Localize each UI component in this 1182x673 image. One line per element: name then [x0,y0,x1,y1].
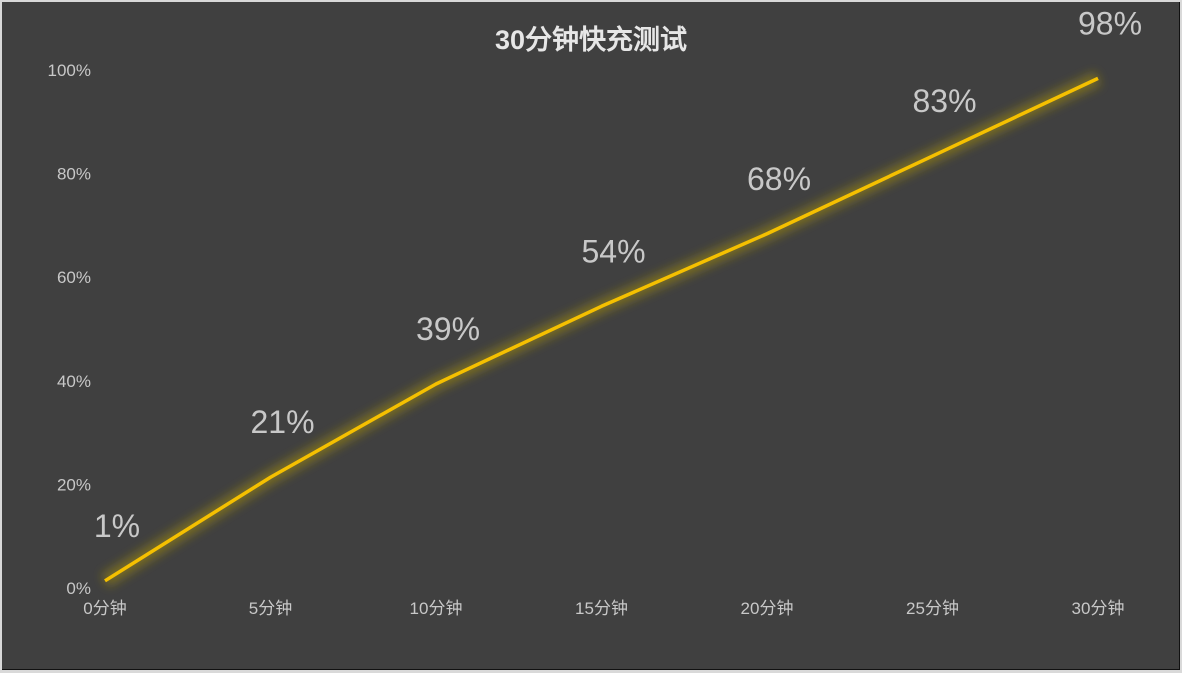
chart-title: 30分钟快充测试 [494,25,688,55]
data-label: 98% [1078,5,1142,41]
x-tick-label: 30分钟 [1072,599,1125,618]
y-tick-label: 0% [66,579,91,598]
y-tick-label: 40% [57,372,91,391]
y-tick-label: 20% [57,475,91,494]
x-tick-label: 5分钟 [249,599,292,618]
x-tick-label: 25分钟 [906,599,959,618]
x-axis: 0分钟 5分钟 10分钟 15分钟 20分钟 25分钟 30分钟 [83,599,1124,618]
data-label: 54% [581,233,645,269]
x-tick-label: 10分钟 [410,599,463,618]
data-label: 68% [747,161,811,197]
data-line [104,76,1099,583]
x-tick-label: 0分钟 [83,599,126,618]
x-tick-label: 15分钟 [575,599,628,618]
line-glow [101,72,1101,587]
x-tick-label: 20分钟 [741,599,794,618]
y-tick-label: 80% [57,165,91,184]
data-label: 21% [250,404,314,440]
y-axis: 0% 20% 40% 60% 80% 100% [48,61,91,598]
y-tick-label: 100% [48,61,91,80]
data-label: 39% [416,311,480,347]
y-tick-label: 60% [57,268,91,287]
data-labels: 1% 21% 39% 54% 68% 83% 98% [94,5,1142,543]
data-label: 1% [94,508,140,544]
data-label: 83% [912,83,976,119]
